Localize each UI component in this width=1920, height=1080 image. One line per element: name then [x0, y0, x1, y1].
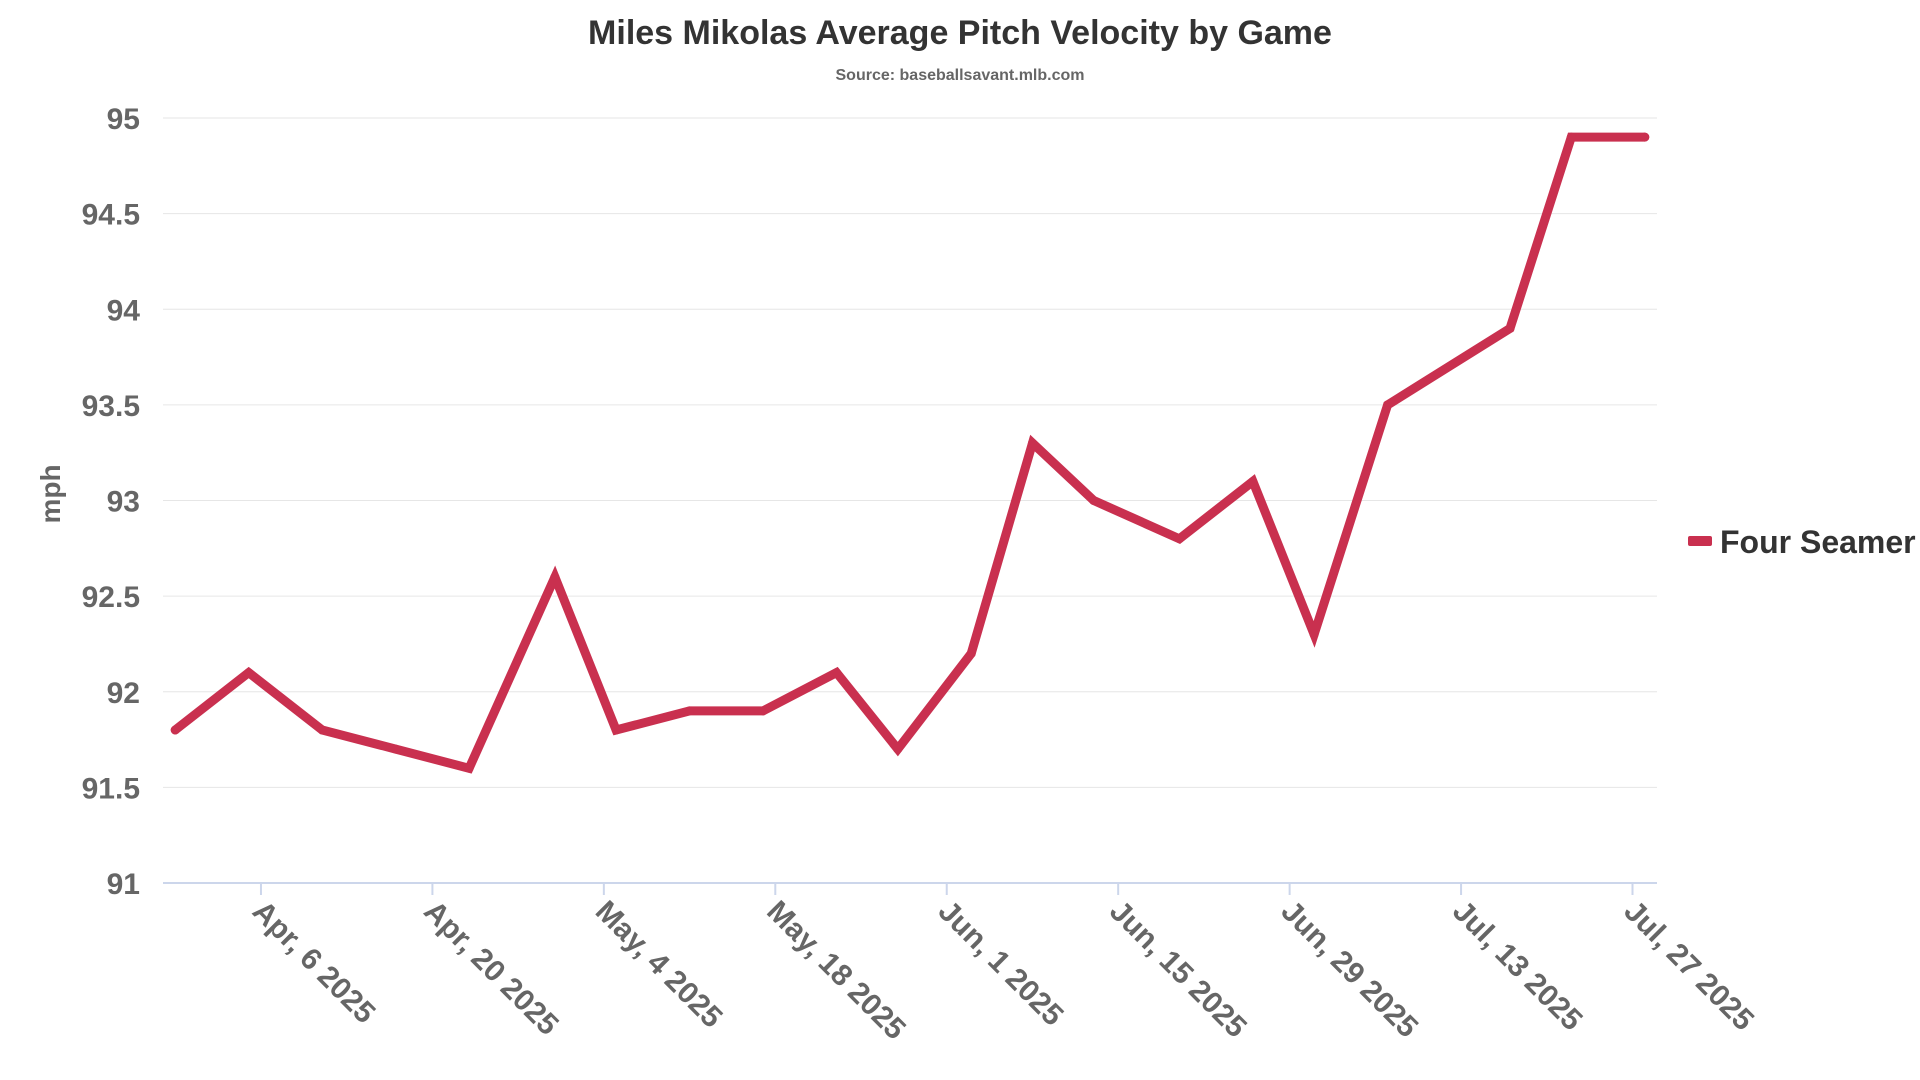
- y-tick-label: 95: [107, 103, 140, 136]
- series-line-four-seamer: [170, 132, 1650, 774]
- data-point[interactable]: [550, 572, 560, 582]
- x-tick-label: Jul, 13 2025: [1446, 895, 1588, 1037]
- y-tick-label: 94: [107, 294, 141, 327]
- x-tick-label: Jun, 1 2025: [932, 895, 1070, 1033]
- chart-subtitle: Source: baseballsavant.mlb.com: [836, 67, 1085, 84]
- data-point[interactable]: [317, 725, 327, 735]
- x-axis: Apr, 6 2025 Apr, 20 2025 May, 4 2025 May, 1…: [163, 882, 1760, 1046]
- x-tick-label: May, 4 2025: [589, 895, 729, 1035]
- y-axis-label: mph: [35, 464, 66, 523]
- data-point[interactable]: [893, 744, 903, 754]
- data-point[interactable]: [611, 725, 621, 735]
- data-point[interactable]: [758, 706, 768, 716]
- data-point[interactable]: [832, 668, 842, 678]
- y-tick-label: 92.5: [82, 581, 140, 614]
- data-point[interactable]: [685, 706, 695, 716]
- data-point[interactable]: [391, 744, 401, 754]
- data-point[interactable]: [966, 649, 976, 658]
- data-point[interactable]: [1566, 132, 1576, 142]
- data-point[interactable]: [1309, 629, 1319, 639]
- chart-title: Miles Mikolas Average Pitch Velocity by …: [588, 14, 1332, 52]
- series-layer: [170, 132, 1650, 774]
- data-point[interactable]: [244, 668, 254, 678]
- x-tick-label: Apr, 20 2025: [417, 895, 564, 1042]
- data-point[interactable]: [464, 763, 474, 773]
- data-point[interactable]: [1027, 438, 1037, 448]
- data-point[interactable]: [1089, 496, 1099, 505]
- y-tick-label: 91.5: [82, 772, 140, 805]
- x-tick-label: Jun, 15 2025: [1103, 895, 1253, 1045]
- grid: [163, 117, 1657, 788]
- legend-label[interactable]: Four Seamer: [1720, 524, 1916, 560]
- data-point[interactable]: [1505, 323, 1515, 333]
- x-tick-label: May, 18 2025: [760, 895, 911, 1046]
- x-tick-label: Jun, 29 2025: [1275, 895, 1425, 1045]
- data-point[interactable]: [170, 725, 180, 735]
- y-tick-label: 94.5: [82, 199, 140, 232]
- data-point[interactable]: [1174, 534, 1184, 544]
- y-tick-label: 92: [107, 677, 140, 710]
- legend-swatch: [1688, 536, 1712, 546]
- legend[interactable]: Four Seamer: [1688, 524, 1916, 560]
- y-axis: 91 91.5 92 92.5 93 93.5 94 94.5 95: [82, 103, 141, 901]
- x-tick-label: Apr, 6 2025: [246, 895, 381, 1030]
- data-point[interactable]: [1383, 400, 1393, 410]
- y-tick-label: 91: [107, 868, 140, 901]
- y-tick-label: 93: [107, 486, 140, 519]
- data-point[interactable]: [1640, 132, 1650, 142]
- x-tick-label: Jul, 27 2025: [1618, 895, 1760, 1037]
- data-point[interactable]: [1248, 476, 1258, 486]
- y-tick-label: 93.5: [82, 390, 140, 423]
